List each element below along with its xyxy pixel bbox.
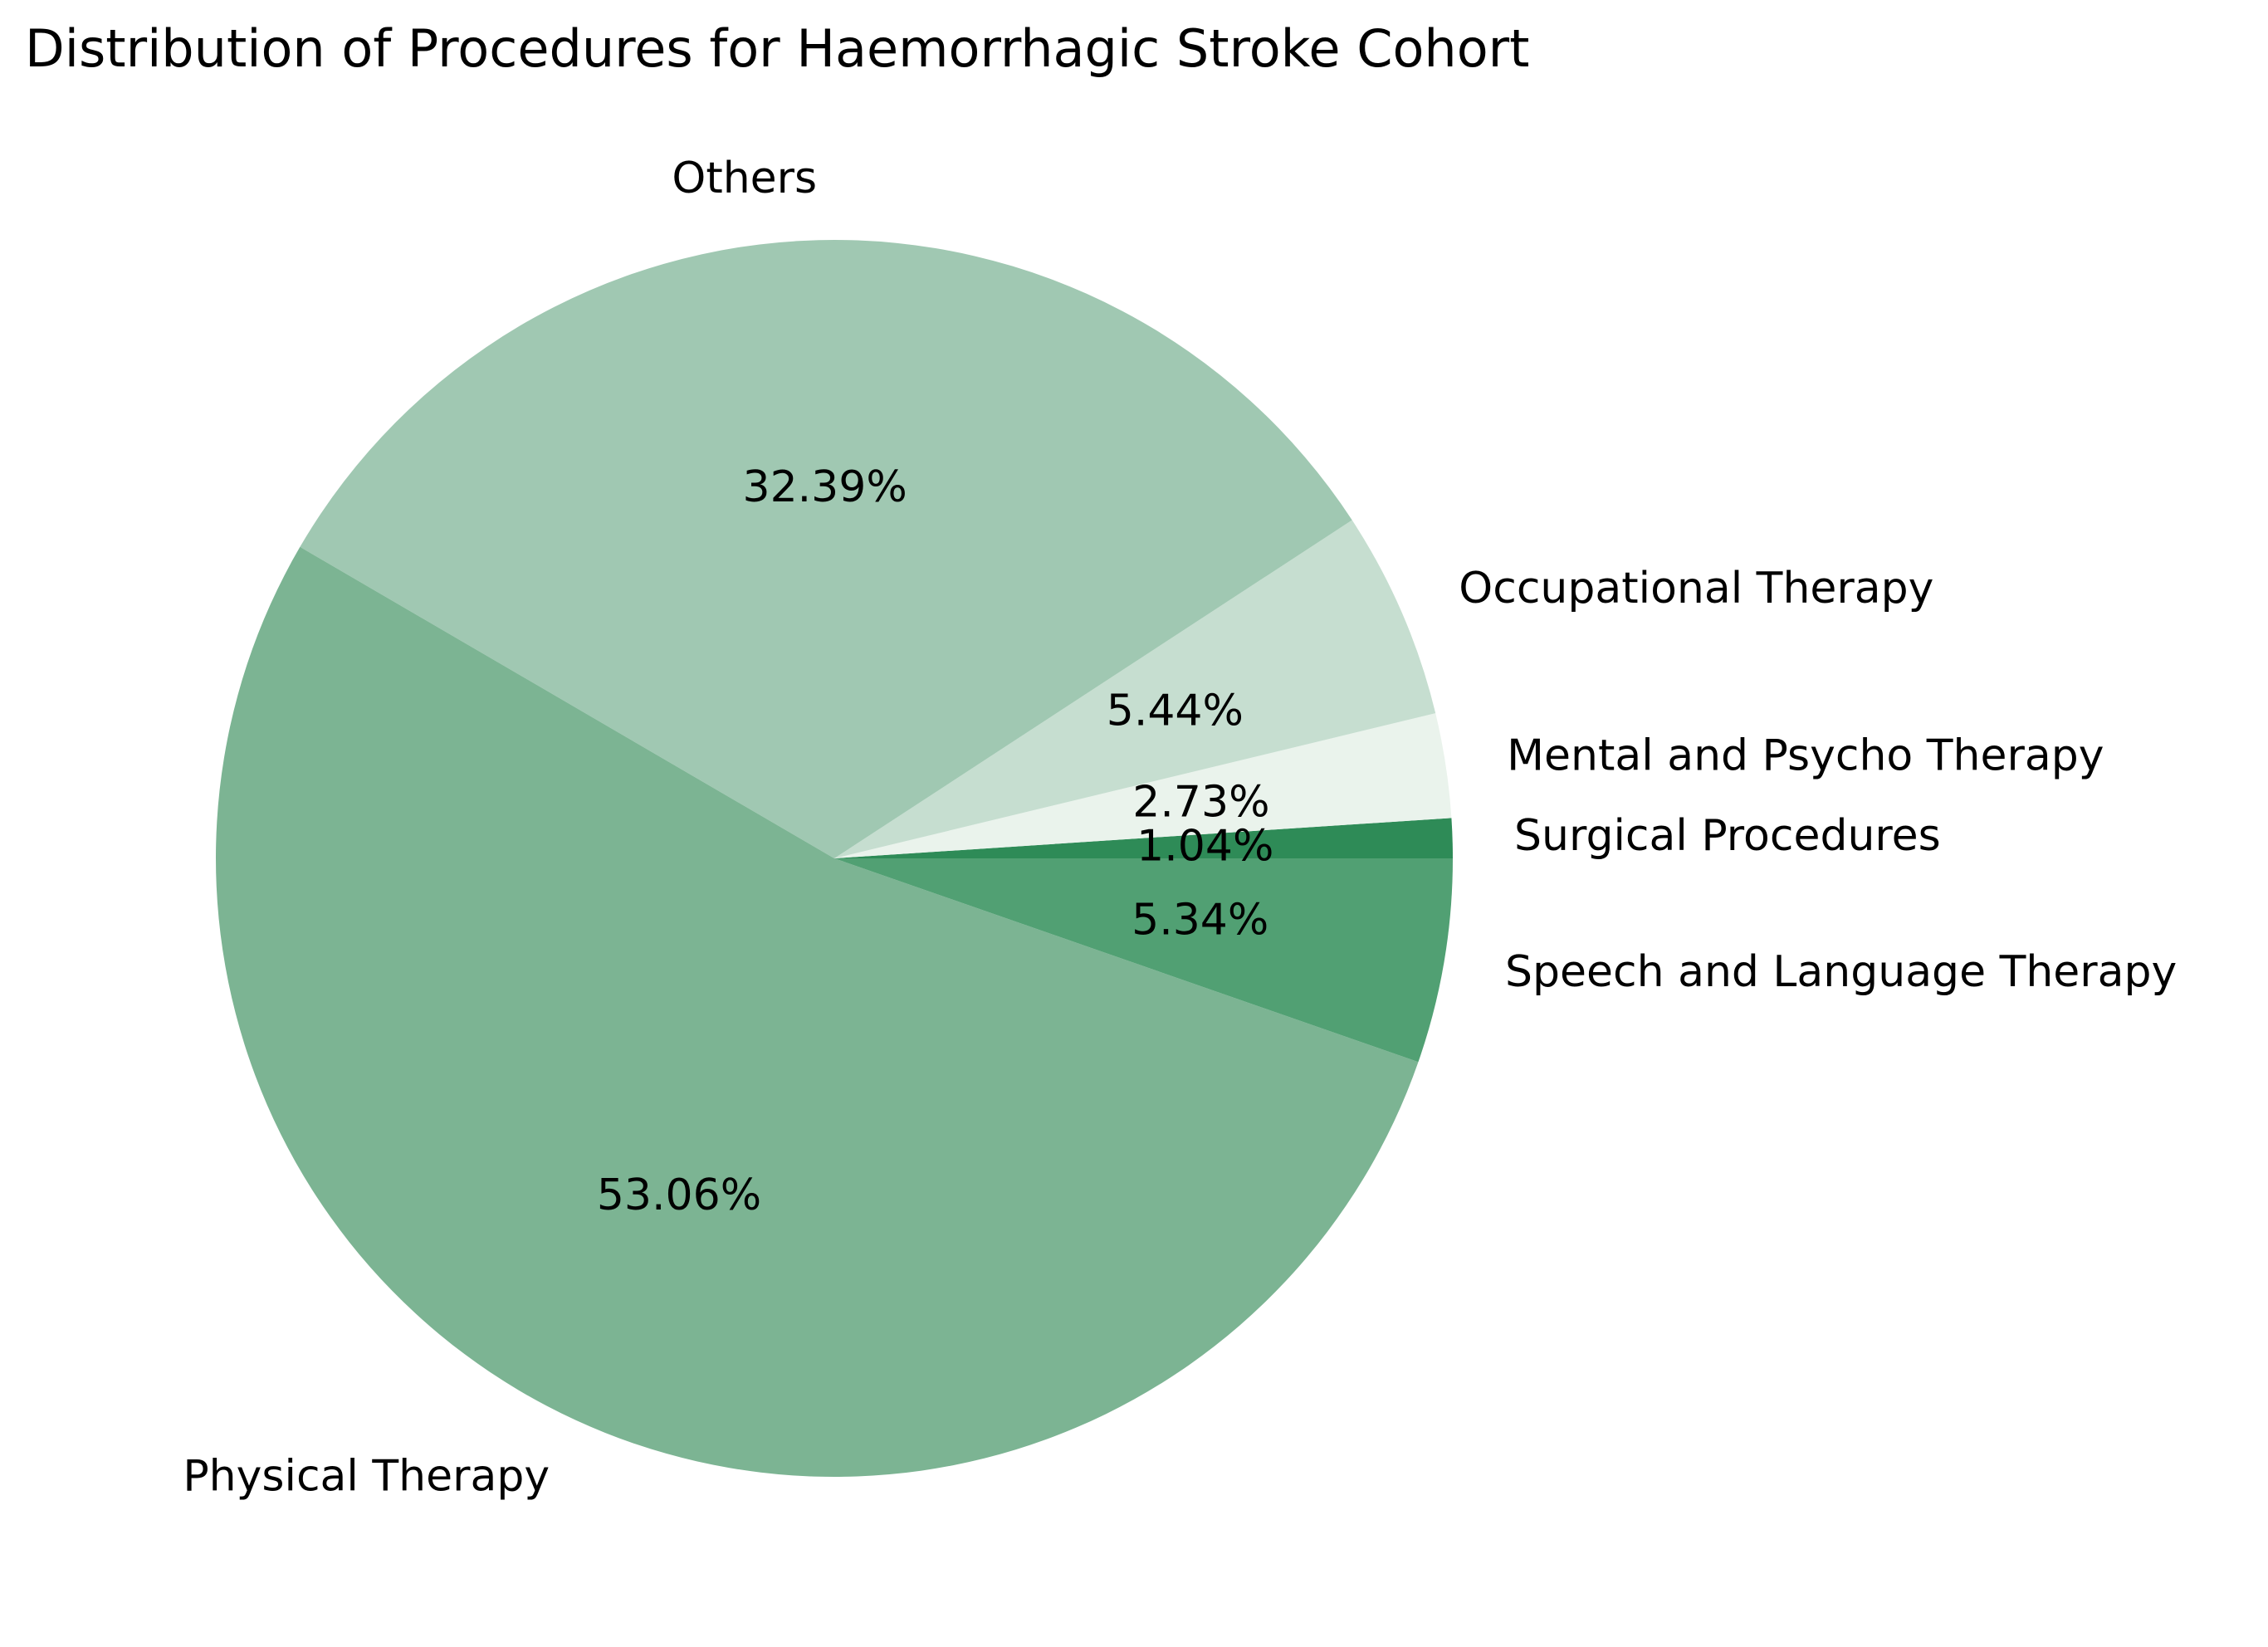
percent-label-surgical-procedures: 1.04% — [1136, 821, 1273, 871]
slice-label-occupational-therapy: Occupational Therapy — [1459, 564, 1933, 613]
slice-label-others: Others — [672, 154, 817, 203]
pie-slice-surgical-procedures — [834, 818, 1453, 858]
slice-label-speech-and-language-therapy: Speech and Language Therapy — [1505, 947, 2177, 997]
slice-labels: Surgical Procedures Mental and Psycho The… — [183, 154, 2177, 1502]
percent-label-speech-and-language-therapy: 5.34% — [1132, 896, 1268, 946]
pie-slice-mental-and-psycho-therapy — [834, 713, 1452, 858]
percent-labels: 1.04%2.73% 5.44% 32.39% 53.06% 5.34% — [597, 462, 1274, 1220]
slice-label-physical-therapy: Physical Therapy — [183, 1451, 550, 1501]
pie-slice-speech-and-language-therapy — [834, 858, 1453, 1063]
percent-label-mental-and-psycho-therapy: 2.73% — [1132, 778, 1269, 828]
slice-label-surgical-procedures: Surgical Procedures — [1514, 811, 1941, 861]
chart-title: Distribution of Procedures for Haemorrha… — [25, 18, 1529, 79]
percent-label-occupational-therapy: 5.44% — [1107, 687, 1244, 736]
slice-label-mental-and-psycho-therapy: Mental and Psycho Therapy — [1507, 731, 2104, 781]
pie-slices — [216, 240, 1453, 1478]
percent-label-physical-therapy: 53.06% — [597, 1170, 761, 1220]
pie-slice-others — [300, 240, 1352, 858]
percent-label-others: 32.39% — [742, 462, 907, 512]
pie-slice-physical-therapy — [216, 546, 1419, 1478]
pie-slice-occupational-therapy — [834, 520, 1436, 858]
